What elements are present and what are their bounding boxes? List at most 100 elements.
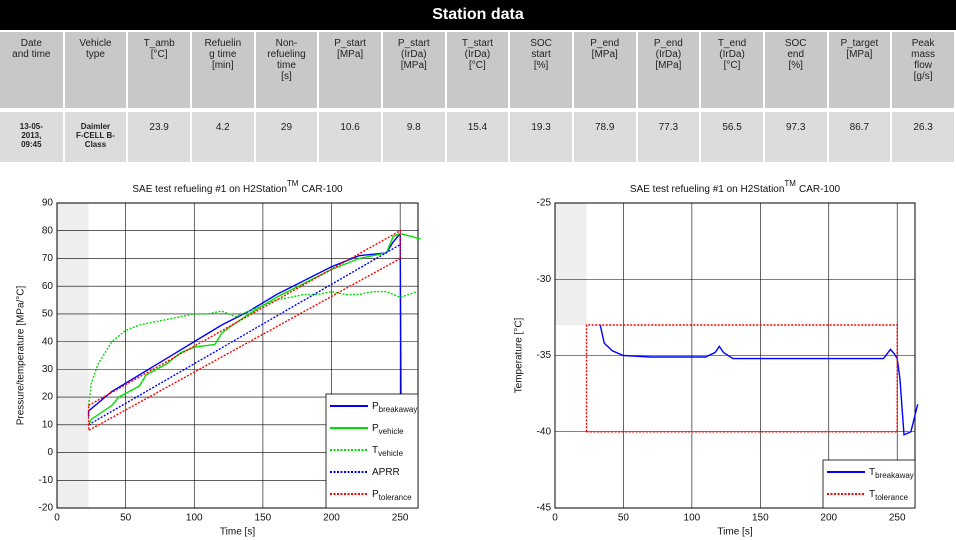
title-end: CAR-100 [301,184,343,195]
y-tick-label: -20 [39,503,54,514]
legend-sub: vehicle [379,427,404,436]
table-cell: 77.3 [636,108,702,162]
column-header: P_start (IrDa) [MPa] [381,32,447,110]
y-tick-label: 90 [42,198,54,209]
x-tick-label: 0 [552,513,558,524]
y-tick-label: -45 [537,503,552,514]
plot-frame [554,202,916,509]
x-axis-label: Time [s] [220,527,255,538]
legend-sub: tolerance [379,493,412,502]
x-axis-label: Time [s] [717,527,752,538]
column-header: Date and time [0,32,65,110]
legend-name: T [869,489,875,500]
series-line [88,243,401,426]
legend-box [822,459,916,509]
title-end: CAR-100 [799,184,841,195]
y-tick-label: 0 [47,447,53,458]
legend-name: APRR [372,467,400,478]
series-line [585,324,898,433]
legend-name: P [372,489,379,500]
table-cell: 4.2 [190,108,256,162]
legend-sub: tolerance [875,493,908,502]
legend-label: Tvehicle [372,445,404,458]
column-header: T_end (IrDa) [°C] [700,32,765,110]
table-cell: 78.9 [572,108,638,162]
station-table: Date and time Vehicle type T_amb [°C] Refue… [0,32,956,162]
shaded-region [555,203,587,325]
table-cell: 10.6 [318,108,383,162]
legend-name: P [372,423,379,434]
legend-label: Tbreakaway [869,467,914,480]
column-header: P_target [MPa] [827,32,893,110]
y-tick-label: -35 [537,350,552,361]
x-tick-label: 250 [889,513,906,524]
chart-title: SAE test refueling #1 on H2StationTMCAR-… [630,179,841,195]
column-header: Non- refueling time [s] [254,32,320,110]
x-tick-label: 50 [120,513,132,524]
y-tick-label: 60 [42,281,54,292]
x-tick-label: 200 [323,513,340,524]
title-text: SAE test refueling #1 on H2Station [630,184,785,195]
table-cell: 19.3 [509,108,574,162]
series-line [87,229,401,432]
x-tick-label: 100 [684,513,701,524]
legend-name: P [372,401,379,412]
x-tick-label: 250 [392,513,409,524]
table-cell: 56.5 [700,108,765,162]
x-tick-label: 200 [820,513,837,524]
table-cell: 97.3 [763,108,829,162]
legend-name: T [372,445,378,456]
legend-box [325,393,419,509]
y-tick-label: -10 [39,475,54,486]
column-header: SOC start [%] [509,32,574,110]
y-tick-label: 40 [42,336,54,347]
y-tick-label: 20 [42,392,54,403]
series-line [87,231,403,509]
x-tick-label: 150 [255,513,272,524]
column-header: T_amb [°C] [127,32,192,110]
plot-frame [56,202,419,509]
legend-label: Pvehicle [372,423,404,436]
series-line [599,324,919,436]
y-tick-label: 70 [42,253,54,264]
legend-label: Pbreakaway [372,401,417,414]
y-tick-label: 30 [42,364,54,375]
y-tick-label: -30 [537,274,552,285]
table-cell: 29 [254,108,320,162]
y-tick-label: 80 [42,225,54,236]
column-header: Vehicle type [63,32,129,110]
table-cell: 9.8 [381,108,447,162]
column-header: Refuelin g time [min] [190,32,256,110]
table-cell: 23.9 [127,108,192,162]
chart-title: SAE test refueling #1 on H2StationTMCAR-… [132,179,343,195]
table-cell: Daimler F-CELL B- Class [63,108,129,162]
legend-label: APRR [372,467,400,478]
x-tick-label: 0 [54,513,60,524]
table-cell: 26.3 [891,108,956,162]
legend-sub: breakaway [875,471,914,480]
column-header: SOC end [%] [763,32,829,110]
legend-label: Ttolerance [869,489,909,502]
y-tick-label: 10 [42,419,54,430]
y-tick-label: -25 [537,198,552,209]
x-tick-label: 50 [618,513,630,524]
y-axis-label: Temperature [°C] [514,317,525,393]
table-cell: 15.4 [445,108,511,162]
column-header: Peak mass flow [g/s] [891,32,956,110]
table-cell: 86.7 [827,108,893,162]
title-text: SAE test refueling #1 on H2Station [132,184,287,195]
table-row: 13-05- 2013, 09:45 Daimler F-CELL B- Clas… [0,108,956,162]
table-cell: 13-05- 2013, 09:45 [0,108,65,162]
legend-sub: vehicle [378,449,403,458]
x-tick-label: 100 [186,513,203,524]
title-sup: TM [287,179,299,188]
y-tick-label: -40 [537,426,552,437]
legend-sub: breakaway [379,405,418,414]
shaded-region [57,203,89,508]
column-header: P_start [MPa] [318,32,383,110]
column-header: P_end [MPa] [572,32,638,110]
y-axis-label: Pressure/temperature [MPa/°C] [16,285,27,425]
page-title: Station data [0,0,956,30]
